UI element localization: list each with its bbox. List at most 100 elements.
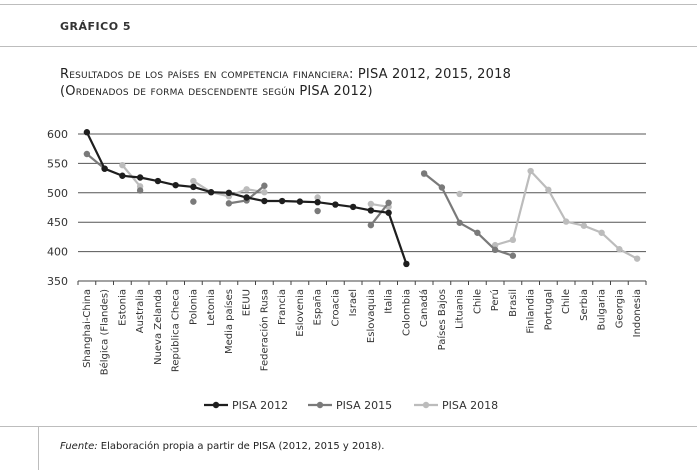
legend-swatch-marker (316, 401, 324, 409)
data-point-pisa-2018 (562, 218, 570, 225)
figure-label: GRÁFICO 5 (60, 20, 132, 33)
legend-label: PISA 2018 (442, 399, 498, 412)
data-point-pisa-2015 (83, 150, 91, 158)
x-tick-label: Serbia (579, 289, 590, 321)
data-point-pisa-2015 (136, 187, 144, 194)
x-tick-label: Israel (348, 289, 359, 316)
x-tick-label: Canadá (418, 289, 430, 327)
x-tick-label: Australia (135, 289, 146, 333)
data-point-pisa-2012 (190, 183, 197, 191)
data-point-pisa-2015 (190, 198, 197, 205)
data-point-pisa-2012 (385, 209, 392, 216)
data-point-pisa-2012 (243, 194, 250, 201)
series-line-pisa-2015 (370, 202, 390, 226)
x-tick-label: Lituania (455, 289, 466, 329)
data-point-pisa-2012 (367, 207, 375, 214)
data-point-pisa-2012 (83, 129, 91, 136)
x-tick-label: Eslovenia (295, 289, 306, 337)
x-tick-label: República Checa (170, 289, 182, 372)
x-tick-label: Portugal (543, 289, 554, 330)
footer-rule (0, 426, 697, 427)
data-point-pisa-2015 (456, 219, 463, 226)
data-point-pisa-2015 (420, 170, 428, 177)
x-tick-label: Federación Rusa (258, 289, 270, 371)
data-point-pisa-2018 (119, 161, 126, 169)
data-point-pisa-2015 (367, 221, 375, 229)
x-tick-label: Letonia (206, 289, 217, 326)
data-point-pisa-2015 (474, 229, 481, 236)
header-rule (0, 46, 697, 47)
data-point-pisa-2012 (349, 203, 357, 211)
data-point-pisa-2012 (101, 165, 108, 172)
y-tick-label: 450 (47, 216, 68, 229)
x-tick-label: EEUU (242, 289, 253, 316)
source-text: Elaboración propia a partir de PISA (201… (97, 441, 385, 452)
x-tick-label: Colombia (401, 289, 412, 336)
source-label: Fuente: (60, 441, 98, 452)
data-point-pisa-2018 (367, 200, 375, 208)
x-tick-label: Bulgaria (597, 289, 608, 330)
data-point-pisa-2012 (154, 177, 162, 185)
data-point-pisa-2012 (136, 174, 144, 181)
data-point-pisa-2018 (314, 194, 321, 201)
data-point-pisa-2015 (261, 182, 268, 189)
y-tick-label: 500 (47, 187, 68, 200)
x-tick-label: Croacia (330, 289, 341, 327)
data-point-pisa-2018 (261, 189, 268, 196)
x-tick-label: Chile (472, 289, 483, 314)
data-point-pisa-2012 (314, 199, 321, 206)
top-rule (0, 4, 697, 5)
x-tick-label: Polonia (188, 289, 199, 325)
x-tick-label: Perú (489, 289, 501, 311)
data-point-pisa-2012 (278, 197, 286, 205)
x-tick-label: España (313, 289, 324, 325)
x-tick-label: Georgia (614, 289, 625, 328)
data-point-pisa-2012 (261, 197, 268, 205)
x-tick-label: Países Bajos (436, 289, 448, 350)
x-tick-label: Italia (384, 289, 395, 314)
data-point-pisa-2018 (545, 186, 552, 194)
data-point-pisa-2018 (598, 229, 605, 236)
legend-label: PISA 2015 (336, 399, 392, 412)
series-line-pisa-2015 (86, 153, 106, 170)
chart-title-line-2: (Ordenados de forma descendente según PI… (60, 84, 373, 99)
footer-left-rule (38, 426, 39, 470)
x-tick-label: Finlandia (526, 289, 537, 334)
data-point-pisa-2018 (509, 236, 517, 244)
x-tick-label: Indonesia (632, 289, 643, 337)
x-tick-label: Eslovaquia (366, 289, 377, 343)
x-tick-label: Nueva Zelanda (153, 289, 164, 365)
data-point-pisa-2015 (314, 207, 321, 215)
data-point-pisa-2015 (385, 199, 392, 206)
x-tick-label: Shanghai-China (82, 289, 93, 368)
chart-title-line-1: Resultados de los países en competencia … (60, 67, 512, 82)
data-point-pisa-2018 (580, 222, 588, 229)
data-point-pisa-2018 (616, 246, 623, 253)
x-tick-label: Media países (223, 289, 235, 354)
y-tick-label: 550 (47, 157, 68, 170)
chart-title: Resultados de los países en competencia … (60, 66, 511, 100)
x-tick-label: Estonia (117, 289, 128, 326)
source-note: Fuente: Elaboración propia a partir de P… (60, 441, 385, 452)
x-tick-label: Chile (561, 289, 572, 314)
data-point-pisa-2018 (527, 167, 534, 175)
data-point-pisa-2018 (633, 255, 641, 262)
data-point-pisa-2012 (207, 189, 215, 196)
data-point-pisa-2012 (403, 260, 410, 268)
data-point-pisa-2018 (456, 190, 463, 198)
data-point-pisa-2012 (225, 189, 233, 196)
x-tick-label: Brasil (508, 289, 519, 317)
data-point-pisa-2015 (438, 184, 446, 191)
y-tick-label: 400 (47, 246, 68, 259)
data-point-pisa-2012 (119, 172, 126, 179)
x-tick-label: Bélgica (Flandes) (99, 289, 111, 375)
data-point-pisa-2018 (243, 186, 250, 193)
data-point-pisa-2012 (332, 201, 339, 208)
legend-swatch-marker (422, 401, 430, 409)
data-point-pisa-2015 (491, 246, 499, 254)
y-tick-label: 600 (47, 128, 68, 141)
legend-swatch-marker (212, 401, 220, 409)
data-point-pisa-2012 (172, 181, 179, 189)
